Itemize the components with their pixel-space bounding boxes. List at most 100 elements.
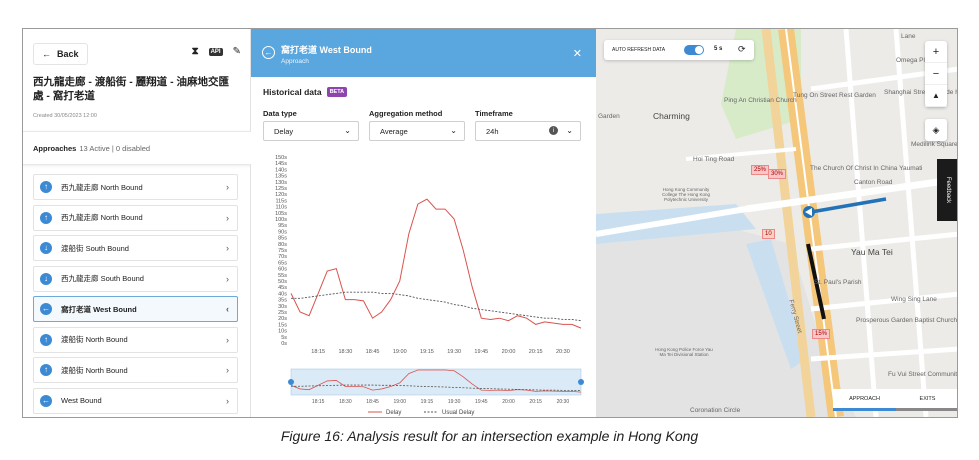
- historical-data-heading: Historical data BETA: [263, 87, 348, 97]
- y-tick-label: 60s: [278, 267, 287, 273]
- map-label: Charming: [653, 111, 690, 121]
- compass-icon[interactable]: ▲: [925, 85, 947, 107]
- map[interactable]: Charming Ping An Christian Church Tung On …: [596, 29, 958, 417]
- data-type-label: Data type: [263, 109, 297, 118]
- navigator-tick-label: 18:30: [339, 399, 352, 405]
- chevron-down-icon: ⌄: [566, 126, 573, 135]
- arrow-up-icon: ↑: [40, 364, 52, 376]
- y-tick-label: 25s: [278, 310, 287, 316]
- approach-item[interactable]: ← West Bound ›: [33, 387, 238, 414]
- approach-item[interactable]: ↑ 渡船街 North Bound ›: [33, 326, 238, 353]
- zoom-in-button[interactable]: +: [925, 41, 947, 63]
- y-tick-label: 0s: [281, 341, 287, 347]
- map-label: Canton Road: [854, 179, 893, 186]
- approach-item[interactable]: ← 窩打老道 West Bound ‹: [33, 296, 238, 322]
- navigator-tick-label: 19:30: [448, 399, 461, 405]
- navigator-tick-label: 20:15: [529, 399, 542, 405]
- approach-item[interactable]: ↑ 西九龍走廊 North Bound ›: [33, 204, 238, 231]
- info-icon[interactable]: i: [549, 126, 558, 135]
- arrow-up-icon: ↑: [40, 181, 52, 193]
- zoom-out-button[interactable]: −: [925, 63, 947, 85]
- map-label: Ping An Christian Church: [724, 97, 797, 104]
- y-tick-label: 100s: [275, 217, 287, 223]
- map-label: Fu Vui Street Community Centre: [888, 371, 958, 378]
- range-handle-left[interactable]: [288, 379, 294, 385]
- historical-label: Historical data: [263, 87, 322, 97]
- api-icon[interactable]: API: [208, 47, 223, 56]
- x-tick-label: 18:30: [338, 349, 352, 355]
- y-tick-label: 45s: [278, 285, 287, 291]
- refresh-interval[interactable]: 5 s: [714, 46, 723, 52]
- delay-chart: 0s5s10s15s20s25s30s35s40s45s50s55s60s65s…: [275, 155, 584, 416]
- chevron-right-icon: ›: [226, 365, 229, 375]
- close-icon[interactable]: ✕: [572, 48, 582, 60]
- navigator-tick-label: 18:15: [312, 399, 325, 405]
- y-tick-label: 30s: [278, 304, 287, 310]
- aggregation-label: Aggregation method: [369, 109, 443, 118]
- x-tick-label: 20:00: [502, 349, 516, 355]
- timeframe-value: 24h: [486, 126, 499, 136]
- navigator-tick-label: 19:00: [393, 399, 406, 405]
- back-label: Back: [57, 49, 79, 59]
- sidebar: ← Back ⧗ API ✎ 西九龍走廊 - 渡船街 - 麗翔道 - 油麻地交匯…: [23, 29, 251, 417]
- approach-item[interactable]: ↑ 渡船街 North Bound ›: [33, 357, 238, 383]
- approach-item[interactable]: ↓ 西九龍走廊 South Bound ›: [33, 265, 238, 292]
- auto-refresh-control: AUTO REFRESH DATA 5 s ⟳: [604, 40, 754, 60]
- map-label: Prosperous Garden Baptist Church: [856, 317, 958, 324]
- percentage-badge: 25%: [751, 165, 770, 175]
- arrow-up-icon: ↑: [40, 211, 52, 224]
- y-tick-label: 95s: [278, 223, 287, 229]
- approaches-count: 13 Active | 0 disabled: [79, 143, 151, 153]
- navigator-tick-label: 20:00: [502, 399, 515, 405]
- approach-panel: ← 窩打老道 West Bound Approach ✕ Historical …: [251, 29, 596, 417]
- auto-refresh-toggle[interactable]: [684, 45, 704, 55]
- tab-approach[interactable]: APPROACH: [833, 389, 896, 411]
- y-tick-label: 40s: [278, 291, 287, 297]
- approach-item-label: 渡船街 North Bound: [61, 335, 128, 344]
- beta-badge: BETA: [326, 87, 348, 97]
- panel-header: ← 窩打老道 West Bound Approach ✕: [251, 29, 596, 77]
- timeframe-select[interactable]: 24h i ⌄: [475, 121, 581, 141]
- approach-item[interactable]: ↑ 西九龍走廊 North Bound ›: [33, 174, 238, 200]
- arrow-left-icon: ←: [40, 394, 52, 407]
- y-tick-label: 145s: [275, 161, 287, 167]
- y-tick-label: 80s: [278, 242, 287, 248]
- navigator-series-line: [290, 369, 582, 393]
- map-roads: [596, 29, 957, 417]
- edit-pencil-icon[interactable]: ✎: [232, 46, 241, 57]
- chevron-down-icon: ⌄: [450, 126, 457, 135]
- x-tick-label: 18:15: [311, 349, 325, 355]
- map-tabs: APPROACH EXITS: [833, 389, 957, 411]
- back-button[interactable]: ← Back: [33, 43, 88, 65]
- approach-item-label: 西九龍走廊 North Bound: [61, 213, 143, 222]
- tab-exits[interactable]: EXITS: [896, 389, 957, 411]
- panel-title: 窩打老道 West Bound: [281, 45, 372, 55]
- y-tick-label: 35s: [278, 298, 287, 304]
- legend-label-usual-delay: Usual Delay: [442, 410, 474, 416]
- tool-icons: ⧗ API ✎: [192, 46, 241, 57]
- x-tick-label: 20:30: [556, 349, 570, 355]
- y-tick-label: 70s: [278, 254, 287, 260]
- approach-item-label: 西九龍走廊 South Bound: [61, 274, 144, 283]
- arrow-left-icon: ←: [42, 49, 51, 59]
- layers-icon[interactable]: ◈: [925, 119, 947, 141]
- chevron-left-icon: ‹: [226, 304, 229, 314]
- arrow-left-icon: ←: [40, 303, 52, 315]
- range-handle-right[interactable]: [578, 379, 584, 385]
- refresh-icon[interactable]: ⟳: [738, 44, 746, 54]
- map-label: Garden: [598, 113, 620, 120]
- timeframe-label: Timeframe: [475, 109, 513, 118]
- map-label: St. Paul's Parish: [814, 279, 862, 286]
- chevron-right-icon: ›: [226, 273, 229, 284]
- approach-item[interactable]: ↓ 渡船街 South Bound ›: [33, 235, 238, 261]
- data-type-select[interactable]: Delay ⌄: [263, 121, 359, 141]
- usual-delay-series-line: [291, 291, 582, 322]
- map-label: Omega Plaza: [896, 57, 936, 64]
- panel-subtitle: Approach: [281, 58, 309, 65]
- aggregation-select[interactable]: Average ⌄: [369, 121, 465, 141]
- y-tick-label: 115s: [275, 198, 287, 204]
- chevron-right-icon: ›: [226, 334, 229, 345]
- feedback-button[interactable]: Feedback: [937, 159, 957, 221]
- arrow-down-icon: ↓: [40, 272, 52, 285]
- hourglass-icon[interactable]: ⧗: [191, 46, 199, 57]
